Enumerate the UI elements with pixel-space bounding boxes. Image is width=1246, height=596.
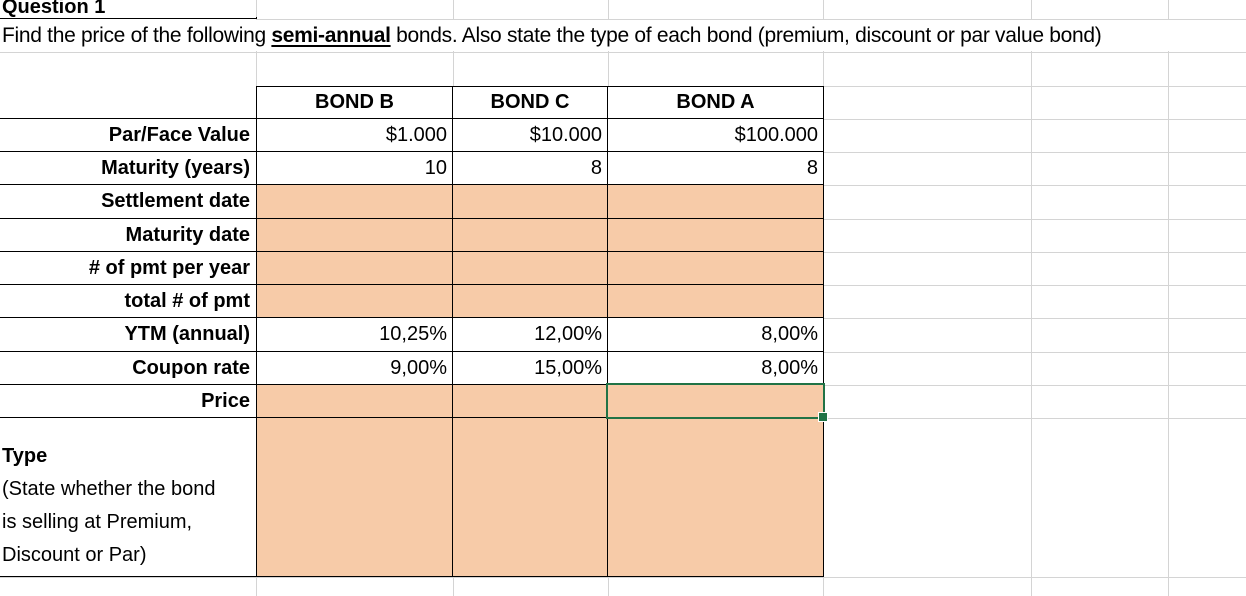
cell-price-bond-a[interactable]	[608, 385, 824, 418]
cell-pmtperyear-bond-b[interactable]	[257, 252, 453, 285]
instruction-text: Find the price of the following semi-ann…	[2, 23, 1102, 47]
gridline-v	[1031, 0, 1032, 596]
cell-type-bond-b[interactable]	[257, 418, 453, 577]
header-bond-c[interactable]: BOND C	[453, 86, 608, 119]
fill-handle[interactable]	[818, 412, 828, 422]
gridline-h	[256, 19, 1246, 20]
cell-parvalue-bond-a[interactable]: $100.000	[608, 119, 824, 152]
instruction-cell[interactable]: Find the price of the following semi-ann…	[0, 20, 1246, 51]
cell-type-bond-a[interactable]	[608, 418, 824, 577]
type-title: Type	[2, 445, 48, 467]
cell-maturity-bond-c[interactable]: 8	[453, 152, 608, 185]
cell-totalpmt-bond-a[interactable]	[608, 285, 824, 318]
cell-ytm-bond-c[interactable]: 12,00%	[453, 318, 608, 352]
cell-settlement-bond-b[interactable]	[257, 185, 453, 219]
cell-ytm-bond-a[interactable]: 8,00%	[608, 318, 824, 352]
cell-coupon-bond-c[interactable]: 15,00%	[453, 352, 608, 385]
label-price[interactable]: Price	[0, 385, 257, 418]
label-ytm[interactable]: YTM (annual)	[0, 318, 257, 352]
label-settlement-date[interactable]: Settlement date	[0, 185, 257, 219]
cell-maturitydate-bond-a[interactable]	[608, 219, 824, 252]
cell-totalpmt-bond-b[interactable]	[257, 285, 453, 318]
cell-maturitydate-bond-b[interactable]	[257, 219, 453, 252]
cell-parvalue-bond-c[interactable]: $10.000	[453, 119, 608, 152]
cell-type-bond-c[interactable]	[453, 418, 608, 577]
label-maturity-date[interactable]: Maturity date	[0, 219, 257, 252]
label-total-pmt[interactable]: total # of pmt	[0, 285, 257, 318]
question-title: Question 1	[2, 0, 106, 18]
cell-pmtperyear-bond-a[interactable]	[608, 252, 824, 285]
cell-coupon-bond-b[interactable]: 9,00%	[257, 352, 453, 385]
title-cell-border	[0, 17, 257, 19]
cell-settlement-bond-a[interactable]	[608, 185, 824, 219]
cell-parvalue-bond-b[interactable]: $1.000	[257, 119, 453, 152]
cell-totalpmt-bond-c[interactable]	[453, 285, 608, 318]
gridline-v	[1168, 0, 1169, 596]
cell-maturitydate-bond-c[interactable]	[453, 219, 608, 252]
cell-ytm-bond-b[interactable]: 10,25%	[257, 318, 453, 352]
bond-table: BOND B BOND C BOND A Par/Face Value $1.0…	[0, 86, 824, 577]
instruction-emphasis: semi-annual	[271, 23, 391, 47]
active-cell-selection[interactable]	[606, 383, 828, 422]
label-coupon-rate[interactable]: Coupon rate	[0, 352, 257, 385]
header-bond-b[interactable]: BOND B	[257, 86, 453, 119]
cell-price-bond-c[interactable]	[453, 385, 608, 418]
cell-maturity-bond-b[interactable]: 10	[257, 152, 453, 185]
type-note: (State whether the bond is selling at Pr…	[2, 478, 216, 566]
cell-coupon-bond-a[interactable]: 8,00%	[608, 352, 824, 385]
cell-maturity-bond-a[interactable]: 8	[608, 152, 824, 185]
gridline-h	[0, 52, 1246, 53]
label-par-face-value[interactable]: Par/Face Value	[0, 119, 257, 152]
label-type[interactable]: Type (State whether the bond is selling …	[0, 418, 257, 577]
cell-corner[interactable]	[0, 86, 257, 119]
cell-pmtperyear-bond-c[interactable]	[453, 252, 608, 285]
label-pmt-per-year[interactable]: # of pmt per year	[0, 252, 257, 285]
cell-settlement-bond-c[interactable]	[453, 185, 608, 219]
gridline-h	[0, 577, 1246, 578]
label-maturity-years[interactable]: Maturity (years)	[0, 152, 257, 185]
cell-price-bond-b[interactable]	[257, 385, 453, 418]
question-title-cell[interactable]: Question 1	[0, 0, 256, 18]
header-bond-a[interactable]: BOND A	[608, 86, 824, 119]
